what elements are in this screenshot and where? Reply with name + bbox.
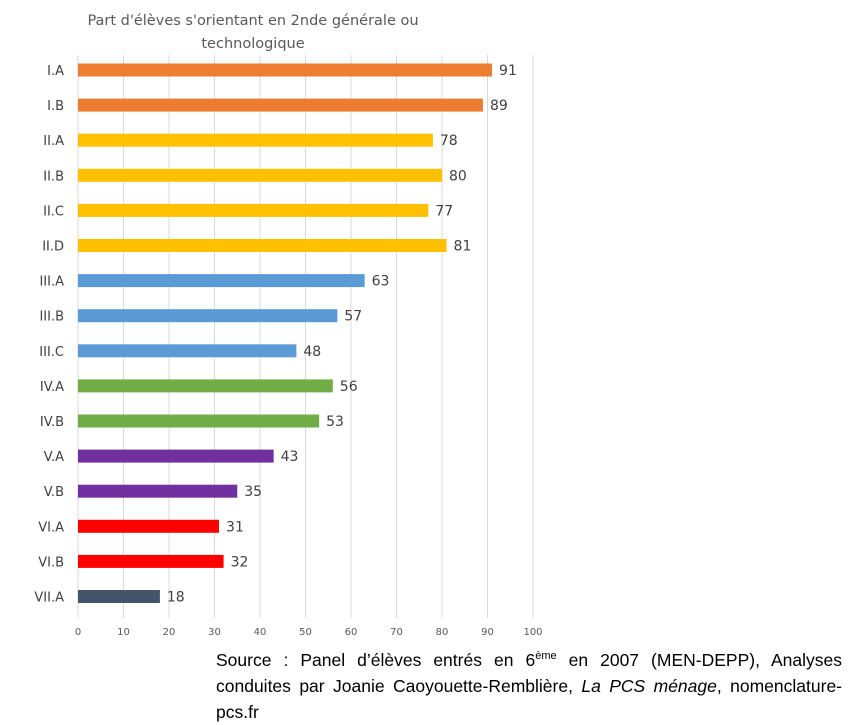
category-label: VI.B [38,555,64,570]
bar [78,519,220,533]
bar-chart: Part d'élèves s'orientant en 2nde généra… [34,13,542,638]
source-middle: en 2007 (MEN-DEPP), Analyses conduites p… [216,650,842,696]
source-note: Source : Panel d’élèves entrés en 6ème e… [216,647,842,725]
data-label: 80 [449,168,467,184]
category-label: II.B [43,169,64,184]
x-tick-label: 40 [254,627,267,638]
category-label: VII.A [34,591,64,606]
category-label: II.D [42,240,64,255]
bar [78,98,483,112]
data-label: 81 [454,239,472,255]
bar [78,309,338,323]
category-label: III.C [39,345,64,360]
data-label: 35 [244,484,262,500]
bar [78,344,297,358]
bars [78,63,493,603]
x-tick-label: 30 [208,627,221,638]
category-label: I.B [47,99,64,114]
x-tick-label: 80 [436,627,449,638]
x-tick-label: 60 [345,627,358,638]
gridlines [77,55,534,618]
data-label: 77 [435,203,453,219]
category-label: IV.B [40,415,64,430]
data-label: 57 [344,309,362,325]
x-tick-label: 100 [523,627,542,638]
bar [78,379,333,393]
bar [78,449,274,463]
category-label: V.A [44,450,64,465]
data-label: 78 [440,133,458,149]
data-label: 91 [499,63,517,79]
x-tick-label: 70 [390,627,403,638]
chart-title-line-1: Part d'élèves s'orientant en 2nde généra… [87,13,418,29]
data-label: 31 [226,519,244,535]
source-italic-title: La PCS ménage [581,676,717,696]
bar [78,590,160,603]
category-label: III.A [39,275,64,290]
bar [78,554,224,568]
data-label: 89 [490,98,508,114]
category-label: I.A [47,64,64,79]
category-label: II.A [43,134,64,149]
category-label: II.C [43,204,64,219]
bar [78,203,429,217]
x-tick-label: 90 [481,627,494,638]
data-label: 18 [167,590,185,606]
category-label: V.B [44,485,64,500]
category-label: IV.A [40,380,64,395]
bar [78,484,238,498]
data-label: 53 [326,414,344,430]
category-label: III.B [39,310,64,325]
bar [78,414,320,428]
x-tick-label: 50 [299,627,312,638]
category-label: VI.A [38,520,64,535]
chart-title-line-2: technologique [201,36,304,52]
bar [78,274,365,288]
bar [78,63,493,77]
x-tick-label: 20 [163,627,176,638]
data-label: 56 [340,379,358,395]
bar [78,239,447,252]
data-label: 32 [231,554,249,570]
bar [78,133,433,147]
data-label: 43 [281,449,299,465]
x-tick-label: 0 [75,627,81,638]
bar [78,168,442,182]
source-prefix: Source : Panel d’élèves entrés en 6 [216,650,536,670]
source-superscript: ème [535,650,557,663]
data-label: 63 [372,274,390,290]
x-tick-label: 10 [117,627,130,638]
labels: 0 10 20 30 40 50 60 70 80 90 100 I.A 91 I.B 89 II.A 78 II… [34,63,542,638]
data-label: 48 [303,344,321,360]
